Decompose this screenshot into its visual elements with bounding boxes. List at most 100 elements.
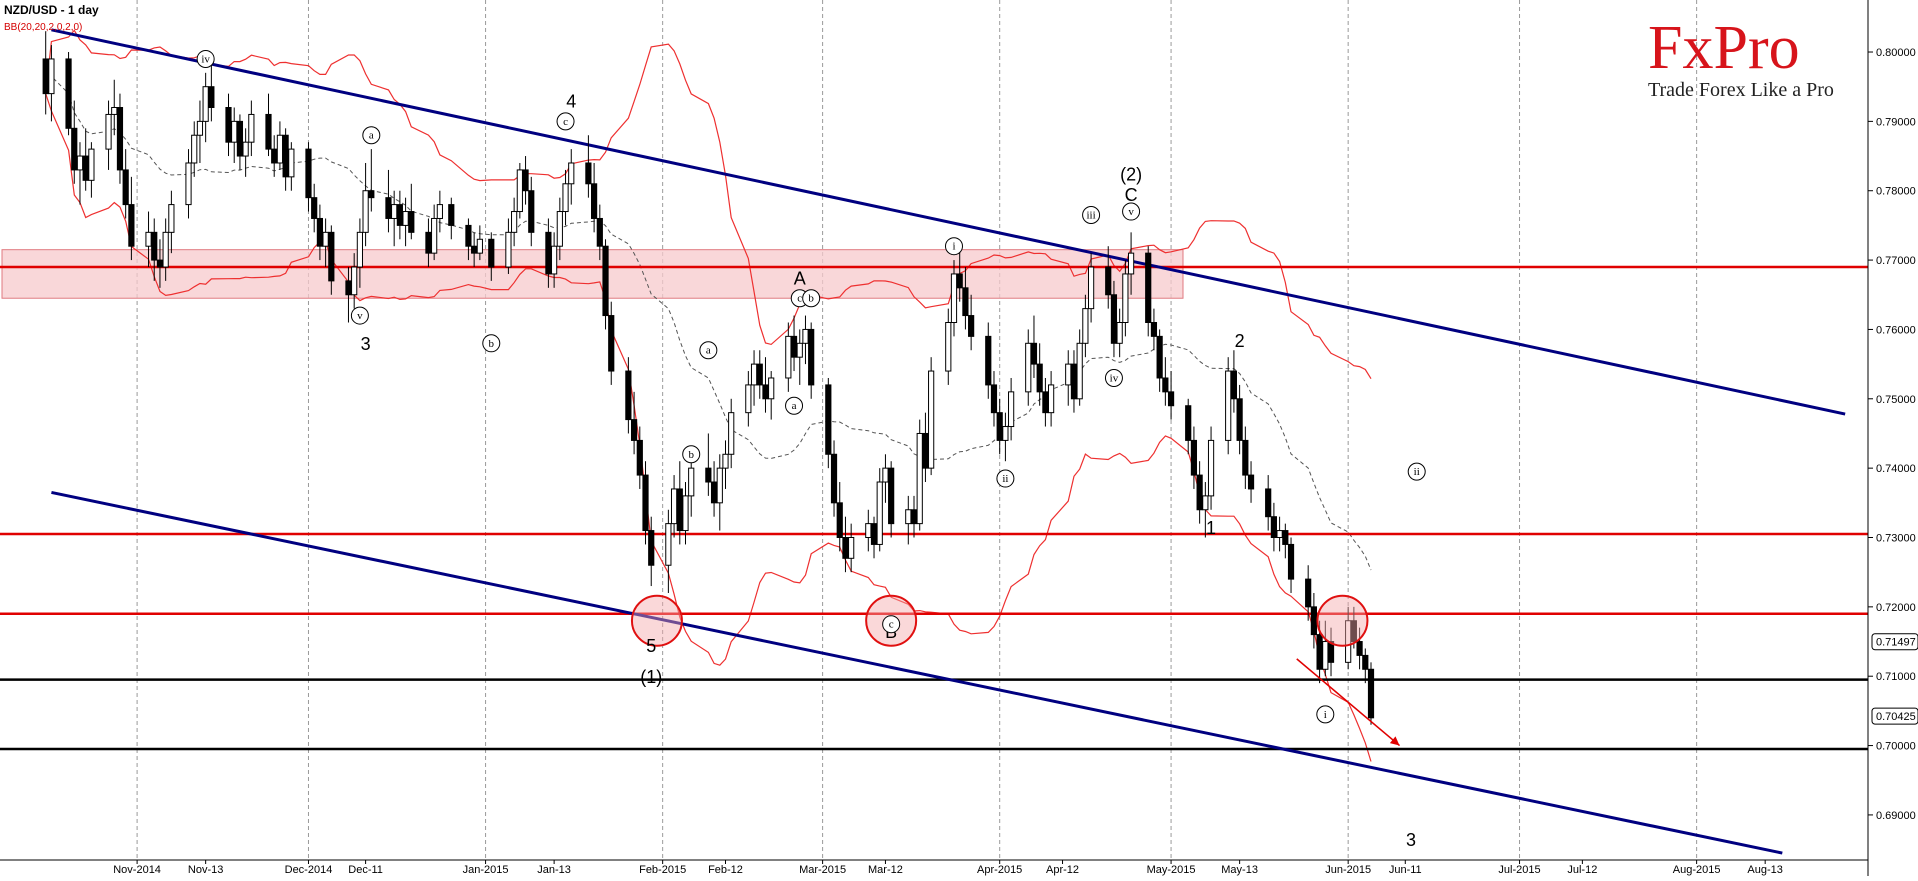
candle [71,100,78,184]
candle [865,509,872,552]
candle-body [556,211,563,247]
sub-wave-circle [802,289,821,308]
date-tick-label: Apr-2015 [977,864,1022,876]
price-tick-label: 0.80000 [1876,47,1916,59]
candle [985,322,992,399]
candle [316,204,324,261]
candle [76,142,84,205]
sub-wave-label: b [688,449,694,461]
candle-body [1042,391,1049,414]
candle-body [1362,654,1369,670]
candle-body [1185,405,1192,441]
date-tick-label: Mar-2015 [799,864,846,876]
candle [511,197,518,247]
candle-body [682,495,689,532]
candle-body [796,342,803,358]
candle-body [385,197,392,219]
date-tick-label: Feb-12 [708,864,743,876]
candle-body [985,335,992,386]
sub-wave-marker: b [682,445,701,464]
candle-body [928,370,935,469]
date-tick-label: Dec-2014 [285,864,333,876]
candle [950,260,958,337]
candle-body [265,113,272,150]
candle [665,509,672,593]
candle [328,225,335,295]
candle-body [1350,620,1357,643]
candle [1202,482,1209,538]
candle [916,419,923,531]
candle [276,121,284,170]
candle [1025,329,1032,406]
sub-wave-circle [482,334,501,353]
candle-body [642,474,649,532]
candle-body [710,481,718,504]
candle-body [505,231,512,268]
candle-body [1127,252,1135,275]
candle-body [956,273,963,289]
candle-body [945,322,952,372]
candle [870,516,878,559]
sub-wave-label: a [369,130,374,142]
candle-body [1276,530,1283,538]
sub-wave-marker: c [556,112,575,131]
fxpro-logo: FxPro Trade Forex Like a Pro [1648,14,1834,101]
logo-brand: FxPro [1648,14,1800,82]
wave-label: 3 [1406,830,1416,850]
candle-body [790,335,798,358]
candle [1190,426,1198,489]
sub-wave-marker: iv [196,49,215,68]
candle-body [1310,606,1317,636]
horizontal-levels [0,265,1868,751]
sub-wave-marker: ii [996,469,1015,488]
resistance-zone-box [1,249,1184,299]
candle [625,357,632,434]
candle [322,218,329,268]
candle [1287,537,1295,593]
candle [1110,280,1118,358]
candle [42,31,49,115]
candle [391,190,398,247]
candle-body [591,183,598,219]
candle [345,267,352,323]
candle-body [196,120,204,136]
sub-wave-label: c [889,619,894,631]
indicator-label: BB(20,20,2,0,2,0) [4,22,82,33]
candle-body [276,134,284,164]
candle-body [830,453,838,504]
highlight-circle [1316,594,1369,647]
candle [1196,461,1203,524]
candle-body [1105,266,1112,296]
candle-body [1087,266,1095,310]
date-tick-label: Jul-12 [1567,864,1597,876]
sub-wave-circle [996,469,1015,488]
sub-wave-label: v [1128,206,1134,218]
candle-body [431,217,438,254]
candle [116,93,124,184]
price-tick-label: 0.76000 [1876,324,1916,336]
date-tick-label: Feb-2015 [639,864,686,876]
candle [602,239,609,330]
candle [465,218,472,261]
candle [945,308,952,385]
candle [1207,426,1215,510]
candle [556,197,563,261]
wave-label: (2) [1120,164,1142,184]
sub-wave-label: iv [1110,372,1119,384]
candle-body [996,412,1003,441]
candle [1127,232,1135,295]
candle-body [488,238,495,268]
candle-body [168,204,175,233]
candle-body [1265,488,1272,518]
candle-body [585,162,592,185]
date-tick-label: Aug-13 [1747,864,1782,876]
candle [1082,294,1089,358]
candle-body [722,453,729,469]
candle-body [408,211,415,233]
sub-wave-circle [1122,202,1141,221]
wave-label: C [1125,185,1138,205]
candle [682,482,689,545]
candle [1070,350,1078,413]
candle [145,211,152,268]
